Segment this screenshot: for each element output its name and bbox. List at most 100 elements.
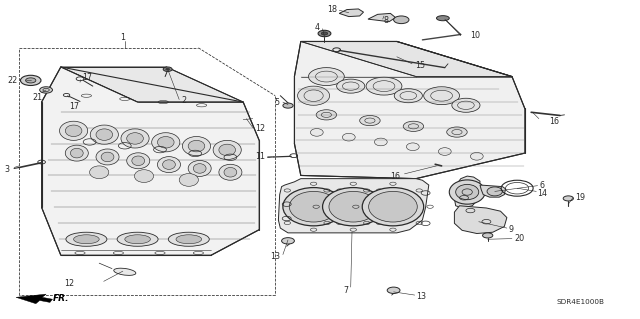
Text: 6: 6 [540, 181, 545, 189]
Polygon shape [480, 185, 506, 197]
Ellipse shape [436, 16, 449, 21]
Polygon shape [368, 13, 396, 22]
Ellipse shape [163, 160, 175, 169]
Ellipse shape [179, 174, 198, 186]
Ellipse shape [182, 137, 211, 156]
Text: 20: 20 [514, 234, 524, 243]
Ellipse shape [134, 170, 154, 182]
Ellipse shape [213, 140, 241, 160]
Ellipse shape [114, 268, 136, 275]
Ellipse shape [166, 68, 170, 70]
Ellipse shape [424, 87, 460, 105]
Ellipse shape [176, 235, 202, 244]
Ellipse shape [132, 156, 145, 166]
Ellipse shape [66, 232, 107, 246]
Ellipse shape [125, 235, 150, 244]
Ellipse shape [362, 188, 424, 226]
Text: 21: 21 [32, 93, 42, 102]
Ellipse shape [360, 115, 380, 126]
Ellipse shape [283, 103, 293, 108]
Text: 1: 1 [120, 33, 125, 42]
Ellipse shape [406, 143, 419, 151]
Ellipse shape [374, 138, 387, 146]
Ellipse shape [90, 125, 118, 144]
Text: 16: 16 [390, 172, 400, 181]
Text: SDR4E1000B: SDR4E1000B [557, 299, 605, 305]
Ellipse shape [127, 133, 143, 144]
Ellipse shape [65, 125, 82, 137]
Text: 12: 12 [64, 279, 74, 288]
Text: 3: 3 [4, 165, 10, 174]
Polygon shape [278, 179, 429, 233]
Polygon shape [454, 206, 507, 234]
Polygon shape [294, 41, 525, 179]
Text: FR.: FR. [53, 294, 70, 303]
Ellipse shape [101, 152, 114, 162]
Ellipse shape [26, 78, 36, 83]
Text: 8: 8 [384, 16, 389, 25]
Text: 13: 13 [416, 292, 426, 300]
Ellipse shape [394, 89, 422, 103]
Ellipse shape [283, 188, 344, 226]
Ellipse shape [289, 191, 338, 222]
Ellipse shape [337, 79, 365, 93]
Text: 2: 2 [181, 96, 186, 105]
Ellipse shape [563, 196, 573, 201]
Ellipse shape [127, 153, 150, 169]
Ellipse shape [329, 191, 378, 222]
Ellipse shape [487, 187, 502, 196]
Ellipse shape [369, 191, 417, 222]
Ellipse shape [219, 164, 242, 180]
Ellipse shape [438, 148, 451, 155]
Ellipse shape [447, 127, 467, 137]
Text: 12: 12 [255, 124, 265, 133]
Text: 7: 7 [343, 286, 348, 295]
Ellipse shape [163, 67, 172, 71]
Polygon shape [339, 9, 364, 17]
Text: 4: 4 [315, 23, 320, 32]
Ellipse shape [60, 121, 88, 140]
Ellipse shape [152, 133, 180, 152]
Text: 17: 17 [69, 102, 79, 111]
Polygon shape [42, 67, 259, 255]
Polygon shape [16, 294, 52, 304]
Text: 5: 5 [275, 98, 280, 107]
Ellipse shape [117, 232, 158, 246]
Ellipse shape [188, 160, 211, 176]
Text: 18: 18 [327, 5, 337, 14]
Ellipse shape [342, 133, 355, 141]
Ellipse shape [323, 188, 384, 226]
Ellipse shape [452, 98, 480, 112]
Polygon shape [61, 67, 243, 102]
Ellipse shape [403, 121, 424, 131]
Polygon shape [454, 176, 480, 208]
Ellipse shape [224, 167, 237, 177]
Ellipse shape [157, 157, 180, 173]
Ellipse shape [316, 110, 337, 120]
Ellipse shape [449, 180, 485, 204]
Ellipse shape [308, 68, 344, 85]
Text: 19: 19 [575, 193, 585, 202]
Ellipse shape [188, 140, 205, 152]
Ellipse shape [282, 238, 294, 244]
Ellipse shape [168, 232, 209, 246]
Ellipse shape [74, 235, 99, 244]
Ellipse shape [394, 16, 409, 24]
Ellipse shape [90, 166, 109, 179]
Ellipse shape [65, 145, 88, 161]
Text: 22: 22 [8, 76, 18, 85]
Ellipse shape [121, 129, 149, 148]
Text: 11: 11 [255, 152, 265, 161]
Ellipse shape [318, 30, 331, 37]
Ellipse shape [193, 164, 206, 173]
Ellipse shape [70, 148, 83, 158]
Ellipse shape [470, 152, 483, 160]
Text: 13: 13 [270, 252, 280, 261]
Ellipse shape [96, 129, 113, 140]
Ellipse shape [20, 75, 41, 85]
Ellipse shape [387, 287, 400, 293]
Text: 10: 10 [470, 31, 481, 40]
Text: 16: 16 [549, 117, 559, 126]
Ellipse shape [40, 87, 52, 93]
Ellipse shape [456, 184, 479, 200]
